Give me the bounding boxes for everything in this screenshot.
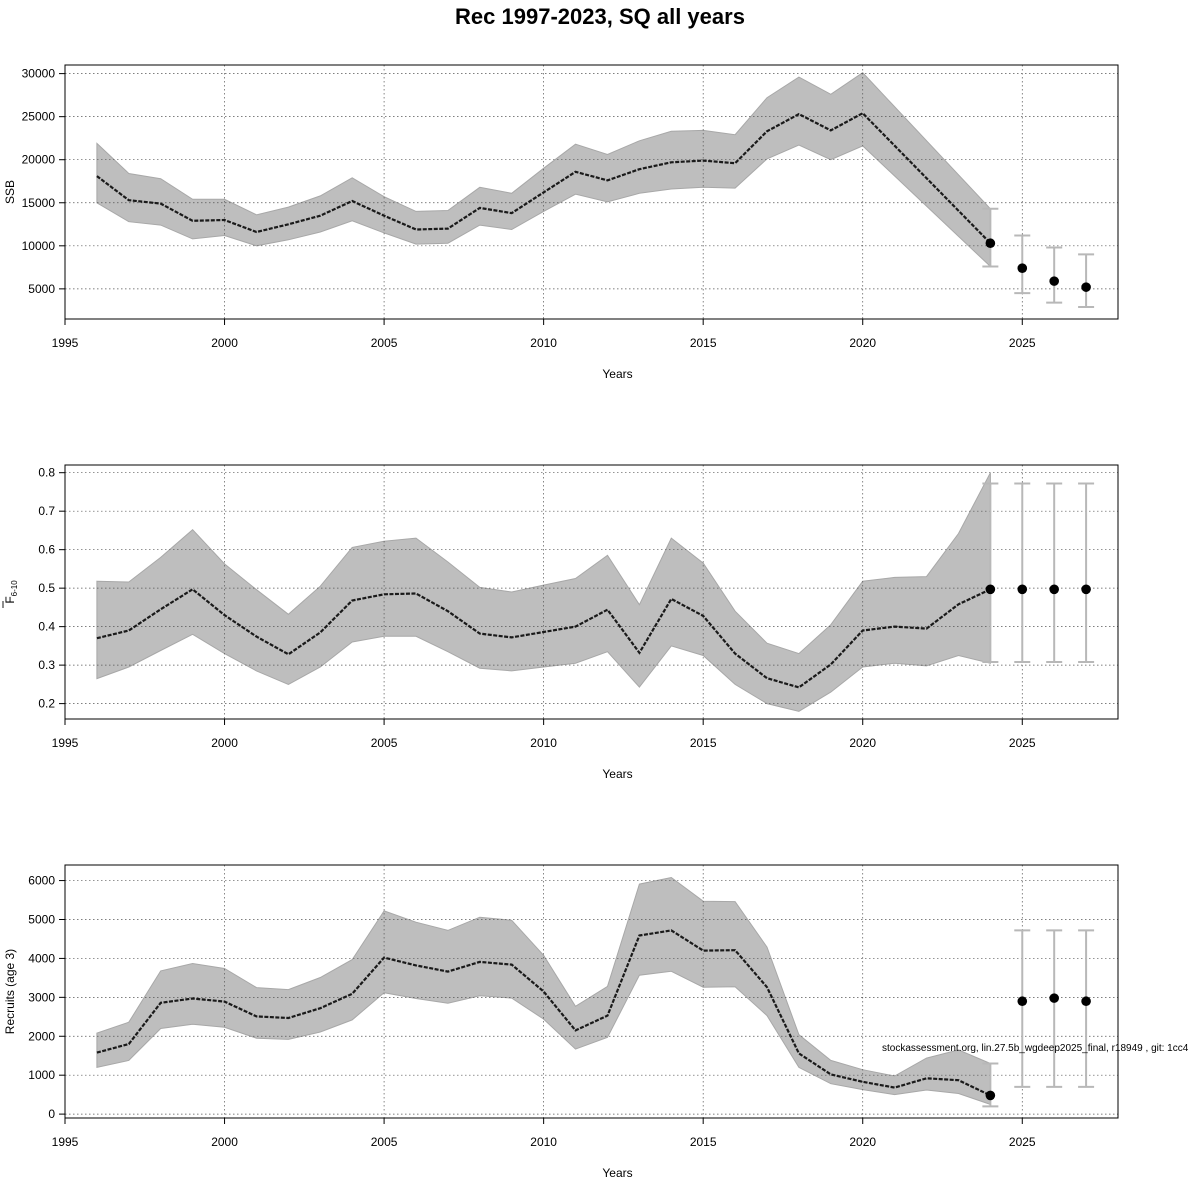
estimate-line (96, 929, 991, 1097)
forecast-point (1049, 276, 1059, 286)
chart-title: Rec 1997-2023, SQ all years (455, 4, 745, 29)
y-tick-label: 25000 (22, 110, 56, 124)
y-tick-label: 1000 (28, 1068, 55, 1082)
y-tick-label: 5000 (28, 282, 55, 296)
y-tick-label: 20000 (22, 153, 56, 167)
fishing-mortality-panel: 1995 2000 2005 2010 2015 2020 2025 0.2 0.3 0.4 0.5… (2, 464, 1119, 781)
x-tick-label: 2010 (530, 736, 557, 750)
y-tick-label: 0.4 (38, 620, 55, 634)
forecast-point (1017, 996, 1028, 1007)
forecast-point (985, 238, 996, 249)
x-axis-label: Years (602, 1166, 632, 1180)
x-tick-label: 2005 (371, 736, 398, 750)
y-tick-label: 0.2 (38, 697, 55, 711)
forecast-point (985, 1090, 996, 1101)
x-tick-label: 2020 (849, 336, 876, 350)
plot-frame (64, 864, 1119, 1119)
forecast-point (1081, 996, 1091, 1007)
x-tick-label: 2000 (211, 336, 238, 350)
forecast-point (1081, 282, 1091, 292)
x-tick-label: 2020 (849, 736, 876, 750)
x-tick-label: 1995 (52, 1135, 79, 1149)
y-axis-label-subscript: 6-10 (10, 580, 19, 597)
x-tick-label: 2005 (371, 336, 398, 350)
source-footnote: stockassessment.org, lin.27.5b_wgdeep202… (882, 1043, 1189, 1054)
x-tick-label: 2025 (1009, 736, 1036, 750)
y-tick-label: 5000 (28, 912, 55, 926)
forecast-point (1081, 584, 1091, 595)
y-tick-label: 0.8 (38, 466, 55, 480)
y-axis-label: Recruits (age 3) (3, 949, 17, 1034)
x-axis-label: Years (602, 767, 632, 781)
estimate-line (96, 111, 992, 244)
x-tick-label: 2000 (211, 1135, 238, 1149)
plot-frame (64, 64, 1119, 320)
x-tick-label: 2020 (849, 1135, 876, 1149)
y-tick-label: 10000 (22, 239, 56, 253)
x-tick-label: 2015 (690, 1135, 717, 1149)
forecast-point (1049, 993, 1059, 1003)
x-tick-label: 2025 (1009, 1135, 1036, 1149)
y-tick-label: 2000 (28, 1029, 55, 1043)
y-tick-label: 0.3 (38, 658, 55, 672)
confidence-band (96, 472, 991, 712)
x-tick-label: 2025 (1009, 336, 1036, 350)
x-tick-label: 2015 (690, 336, 717, 350)
x-tick-label: 2000 (211, 736, 238, 750)
y-tick-label: 0.6 (38, 543, 55, 557)
x-tick-label: 2010 (530, 336, 557, 350)
x-tick-label: 1995 (52, 736, 79, 750)
y-axis-label: F6-10 (3, 580, 19, 604)
y-tick-label: 0.7 (38, 504, 55, 518)
ssb-panel: 1995 2000 2005 2010 2015 2020 2025 5000 10000 150… (3, 64, 1119, 381)
y-tick-label: 30000 (22, 67, 56, 81)
y-axis-label-main: Recruits (age 3) (3, 949, 17, 1034)
x-tick-label: 2010 (530, 1135, 557, 1149)
y-axis-label-main: SSB (3, 180, 17, 204)
y-tick-label: 15000 (22, 196, 56, 210)
estimate-line (96, 587, 991, 689)
forecast-point (1049, 584, 1059, 595)
x-tick-label: 1995 (52, 336, 79, 350)
y-tick-label: 4000 (28, 951, 55, 965)
x-tick-label: 2005 (371, 1135, 398, 1149)
forecast-point (985, 584, 996, 595)
y-axis-label-main: F (3, 596, 17, 603)
y-tick-label: 0 (48, 1107, 55, 1121)
y-tick-label: 3000 (28, 990, 55, 1004)
forecast-point (1017, 584, 1028, 595)
y-tick-label: 0.5 (38, 581, 55, 595)
y-tick-label: 6000 (28, 874, 55, 888)
plot-frame (64, 464, 1119, 720)
recruits-panel: 1995 2000 2005 2010 2015 2020 2025 0 1000 2000 300… (3, 864, 1119, 1180)
x-axis-label: Years (602, 367, 632, 381)
y-axis-label: SSB (3, 180, 17, 204)
forecast-point (1017, 263, 1028, 274)
x-tick-label: 2015 (690, 736, 717, 750)
